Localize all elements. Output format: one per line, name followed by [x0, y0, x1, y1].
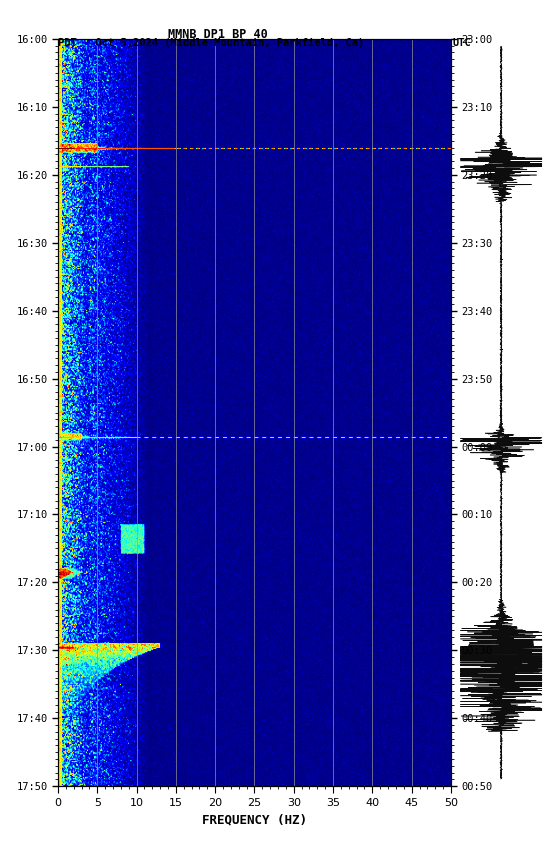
Text: MMNB DP1 BP 40: MMNB DP1 BP 40: [168, 28, 268, 41]
Text: UTC: UTC: [453, 38, 471, 48]
Text: PDT   Oct 5,2024 (Middle Mountain, Parkfield, Ca): PDT Oct 5,2024 (Middle Mountain, Parkfie…: [58, 38, 364, 48]
X-axis label: FREQUENCY (HZ): FREQUENCY (HZ): [202, 814, 307, 827]
